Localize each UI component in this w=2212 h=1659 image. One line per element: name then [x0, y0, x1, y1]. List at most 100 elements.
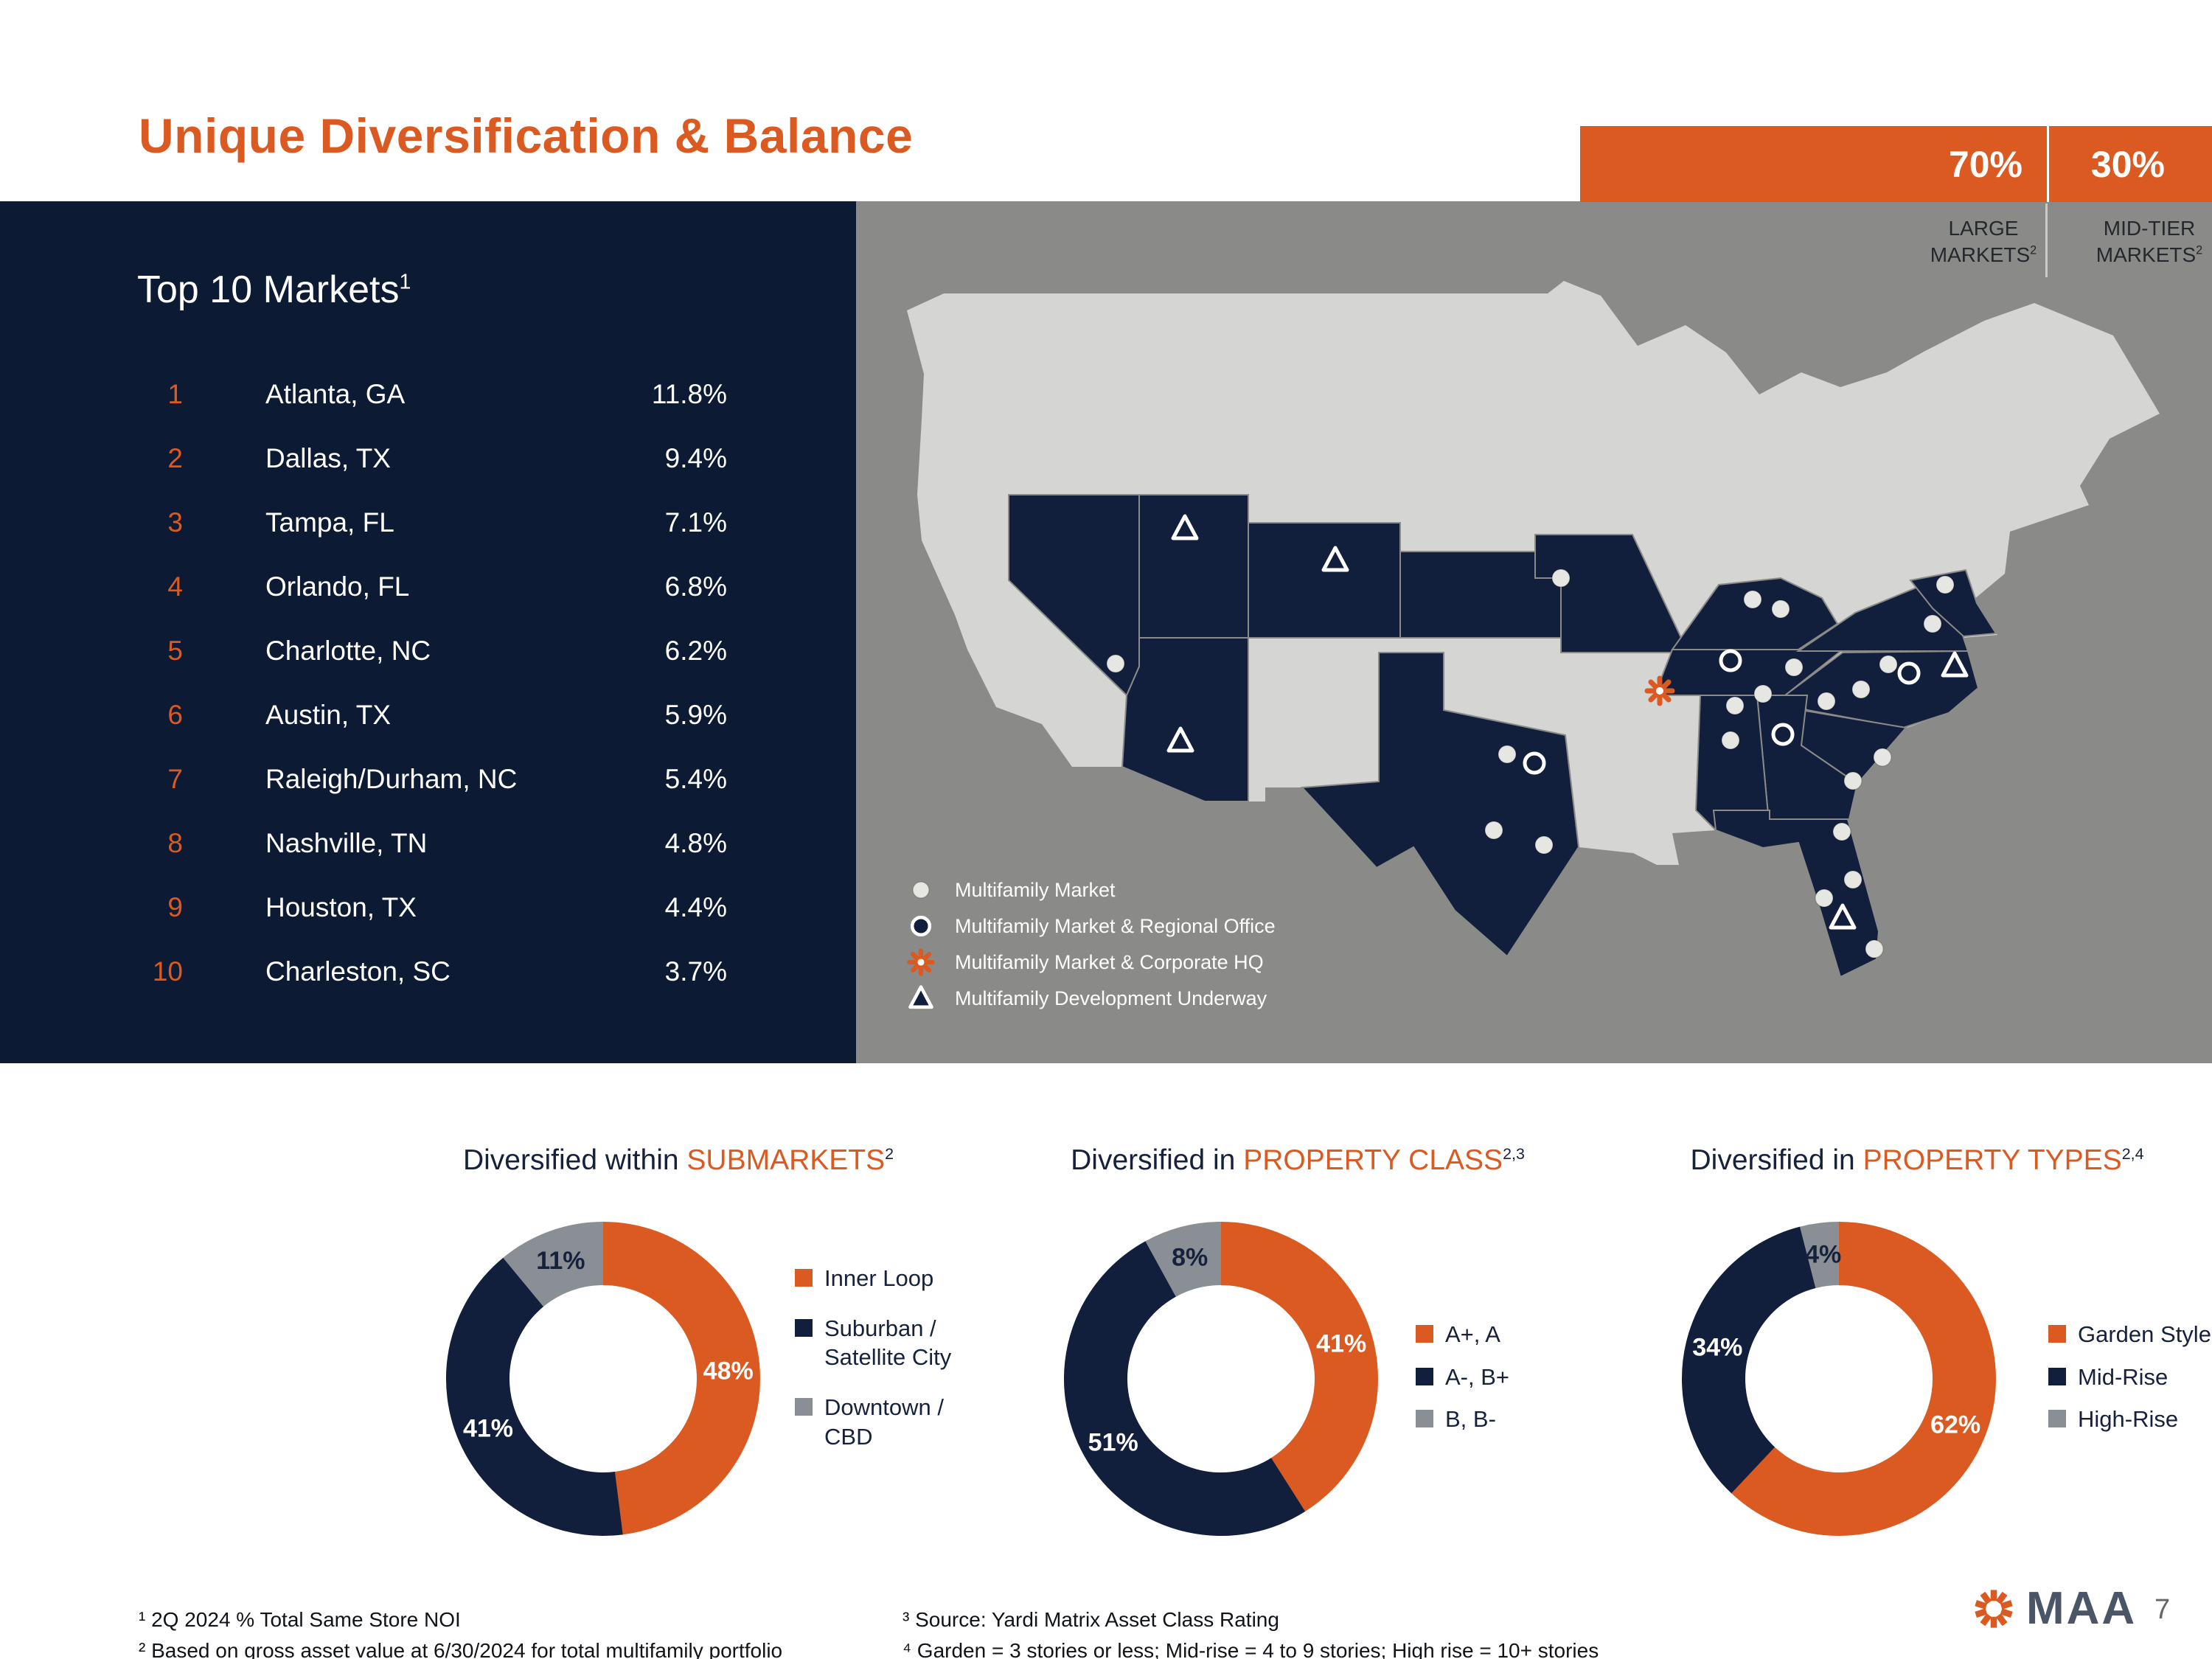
state-colorado [1248, 522, 1401, 639]
large-markets-label: LARGE MARKETS2 [1865, 215, 2101, 269]
chart-title-prefix: Diversified within [462, 1144, 687, 1176]
donut-legend-label: Suburban / Satellite City [824, 1315, 952, 1371]
banner-labels-divider [2045, 204, 2048, 277]
market-share: 5.4% [664, 763, 727, 794]
state-utah [1138, 494, 1249, 639]
chart-title-property-types: Diversified in PROPERTY TYPES2,4 [1622, 1144, 2212, 1177]
map-marker-dot [1923, 614, 1942, 633]
donut-slice [446, 1222, 760, 1536]
map-marker-dot [1551, 568, 1571, 588]
state-maryland [1909, 568, 1997, 638]
market-row: 6 Austin, TX 5.9% [137, 683, 727, 747]
map-marker-dot [1743, 590, 1762, 609]
donut-legend-label: High-Rise [2078, 1406, 2179, 1433]
market-row: 2 Dallas, TX 9.4% [137, 426, 727, 490]
market-rank: 9 [167, 891, 183, 922]
market-name: Dallas, TX [265, 442, 391, 473]
donut-legend-item: Mid-Rise [2048, 1363, 2211, 1392]
donut-legend-item: B, B- [1416, 1405, 1509, 1434]
donut-legend-item: Inner Loop [795, 1264, 951, 1293]
market-name: Austin, TX [265, 699, 392, 730]
chart-title-property-class: Diversified in PROPERTY CLASS2,3 [1018, 1144, 1578, 1177]
map-legend-hq-icon [907, 948, 935, 976]
chart-title-footnote-ref: 2,3 [1503, 1145, 1525, 1163]
donut-legend-item: Garden Style [2048, 1320, 2211, 1349]
market-share: 4.4% [664, 891, 727, 922]
map-marker-dot [1843, 870, 1863, 889]
map-marker-circle [1771, 723, 1795, 746]
map-marker-dot [1721, 731, 1740, 750]
market-rank: 4 [167, 571, 183, 602]
market-rank: 2 [167, 442, 183, 473]
market-share: 6.8% [664, 571, 727, 602]
market-rank: 10 [152, 956, 183, 987]
map-marker-dot [1534, 835, 1554, 855]
map-marker-circle [1523, 751, 1546, 775]
chart-title-highlight: SUBMARKETS [686, 1144, 886, 1176]
market-name: Charleston, SC [265, 956, 451, 987]
market-share: 4.8% [664, 827, 727, 858]
map-markers [1106, 514, 1969, 959]
donut-legend-item: A-, B+ [1416, 1363, 1509, 1392]
map-legend-item: Multifamily Market & Corporate HQ [906, 948, 1276, 976]
map-panel: Multifamily Market Multifamily Market & R… [856, 201, 2212, 1063]
market-rank: 8 [167, 827, 183, 858]
top-markets-panel: Top 10 Markets1 1 Atlanta, GA 11.8% 2 Dallas… [0, 201, 856, 1063]
map-marker-dot [1771, 599, 1790, 619]
market-name: Tampa, FL [265, 507, 394, 538]
donut-legend-swatch [1416, 1367, 1433, 1385]
market-name: Nashville, TN [265, 827, 428, 858]
market-share: 6.2% [664, 635, 727, 666]
footnotes-left: ¹ 2Q 2024 % Total Same Store NOI ² Based… [139, 1604, 782, 1659]
market-name: Atlanta, GA [265, 378, 406, 409]
chart-property-types: Diversified in PROPERTY TYPES2,4 62% 34% 4… [1622, 1144, 2212, 1616]
market-rank: 1 [167, 378, 183, 409]
map-legend-item: Multifamily Market [906, 877, 1276, 903]
donut-slice [1682, 1222, 1996, 1536]
map-marker-dot [1935, 575, 1955, 594]
large-markets-label-line1: LARGE [1948, 217, 2019, 240]
donut-legend-swatch [1416, 1325, 1433, 1343]
map-legend-label: Multifamily Market & Regional Office [955, 914, 1276, 937]
market-name: Charlotte, NC [265, 635, 431, 666]
market-name: Raleigh/Durham, NC [265, 763, 518, 794]
chart-submarkets: Diversified within SUBMARKETS2 48% 41% 11%… [369, 1144, 988, 1616]
donut-legend-swatch [2048, 1367, 2066, 1385]
donut-legend-swatch [795, 1318, 813, 1337]
footnote-3: ³ Source: Yardi Matrix Asset Class Ratin… [902, 1608, 1279, 1631]
market-row: 9 Houston, TX 4.4% [137, 875, 727, 939]
state-texas [1300, 652, 1580, 958]
map-legend-label: Multifamily Market [955, 878, 1116, 901]
map-marker-hq [1644, 675, 1675, 706]
donut-legend-item: Downtown / CBD [795, 1393, 951, 1451]
donut-legend-property-class: A+, A A-, B+ B, B- [1416, 1320, 1509, 1434]
highlighted-states [1008, 494, 1997, 978]
mid-tier-markets-label-line1: MID-TIER [2103, 217, 2196, 240]
top-markets-list: 1 Atlanta, GA 11.8% 2 Dallas, TX 9.4% 3 Tampa, … [137, 362, 727, 1004]
chart-title-prefix: Diversified in [1690, 1144, 1863, 1176]
footnotes-middle: ³ Source: Yardi Matrix Asset Class Ratin… [902, 1604, 1599, 1659]
map-marker-dot [1484, 821, 1503, 840]
map-marker-triangle [1829, 903, 1857, 930]
donut-legend-label: Downtown / CBD [824, 1394, 944, 1450]
top-markets-title-footnote-ref: 1 [399, 270, 411, 294]
mid-tier-markets-label: MID-TIER MARKETS2 [2057, 215, 2212, 269]
map-marker-dot [1753, 684, 1773, 703]
footnote-2: ² Based on gross asset value at 6/30/202… [139, 1639, 783, 1659]
map-legend-label: Multifamily Development Underway [955, 987, 1267, 1009]
donut-legend-submarkets: Inner Loop Suburban / Satellite City Downto… [795, 1264, 951, 1451]
donut-legend-swatch [2048, 1410, 2066, 1428]
maa-logo-text: MAA [2026, 1583, 2138, 1634]
donut-slice [1064, 1222, 1378, 1536]
chart-title-footnote-ref: 2 [885, 1145, 894, 1163]
donut-legend-label: Garden Style [2078, 1321, 2211, 1347]
market-rank: 7 [167, 763, 183, 794]
market-share: 3.7% [664, 956, 727, 987]
chart-title-footnote-ref: 2,4 [2121, 1145, 2144, 1163]
chart-title-prefix: Diversified in [1071, 1144, 1244, 1176]
chart-title-highlight: PROPERTY CLASS [1243, 1144, 1503, 1176]
donut-value-label: 8% [1172, 1243, 1208, 1271]
map-marker-dot [1843, 771, 1863, 790]
mid-tier-markets-label-line2: MARKETS [2096, 243, 2197, 267]
